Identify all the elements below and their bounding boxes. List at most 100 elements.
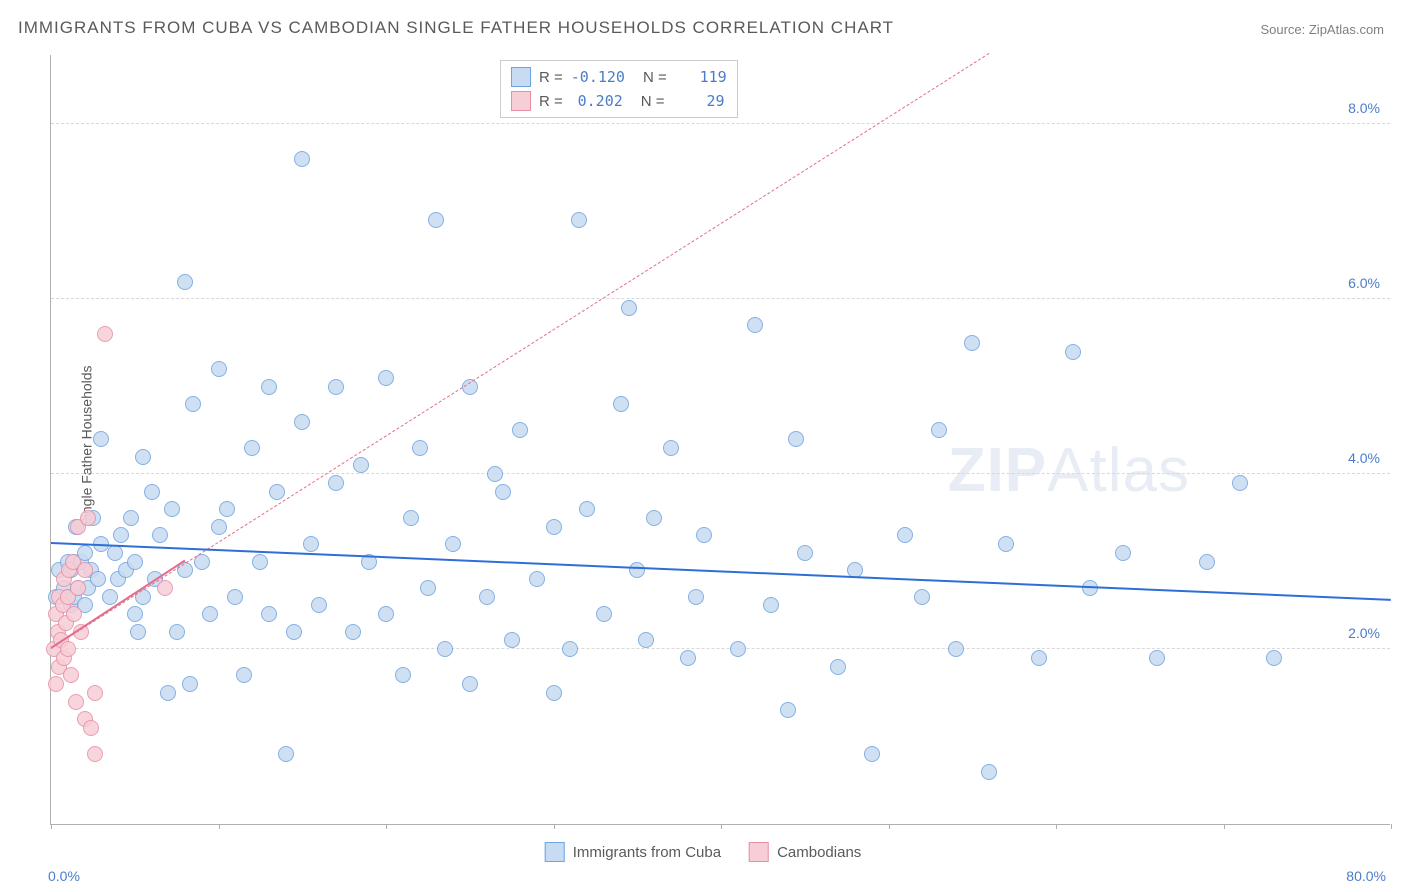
x-tick — [219, 824, 220, 829]
data-point — [345, 624, 361, 640]
data-point — [931, 422, 947, 438]
data-point — [328, 379, 344, 395]
trend-line — [51, 542, 1391, 601]
series-legend: Immigrants from Cuba Cambodians — [545, 842, 862, 862]
y-tick-label: 2.0% — [1348, 625, 1380, 641]
legend-label: Cambodians — [777, 844, 861, 861]
data-point — [412, 440, 428, 456]
data-point — [227, 589, 243, 605]
data-point — [261, 606, 277, 622]
data-point — [378, 370, 394, 386]
watermark: ZIPAtlas — [948, 435, 1190, 506]
data-point — [286, 624, 302, 640]
legend-r-label: R = — [539, 93, 563, 110]
data-point — [127, 606, 143, 622]
data-point — [579, 501, 595, 517]
legend-row: R = 0.202 N = 29 — [511, 89, 727, 113]
data-point — [897, 527, 913, 543]
data-point — [747, 317, 763, 333]
data-point — [638, 632, 654, 648]
data-point — [152, 527, 168, 543]
data-point — [68, 694, 84, 710]
legend-item: Cambodians — [749, 842, 861, 862]
legend-swatch — [545, 842, 565, 862]
legend-r-value: 0.202 — [571, 92, 623, 110]
correlation-legend: R =-0.120N =119R =0.202N =29 — [500, 60, 738, 118]
data-point — [157, 580, 173, 596]
data-point — [294, 151, 310, 167]
legend-swatch — [511, 91, 531, 111]
data-point — [160, 685, 176, 701]
x-tick — [51, 824, 52, 829]
data-point — [48, 676, 64, 692]
data-point — [621, 300, 637, 316]
data-point — [395, 667, 411, 683]
x-tick — [1056, 824, 1057, 829]
data-point — [964, 335, 980, 351]
gridline — [51, 473, 1390, 474]
data-point — [135, 449, 151, 465]
data-point — [546, 519, 562, 535]
x-tick — [386, 824, 387, 829]
data-point — [981, 764, 997, 780]
data-point — [1199, 554, 1215, 570]
legend-label: Immigrants from Cuba — [573, 844, 721, 861]
data-point — [169, 624, 185, 640]
data-point — [830, 659, 846, 675]
data-point — [211, 361, 227, 377]
data-point — [680, 650, 696, 666]
legend-n-value: 29 — [673, 92, 725, 110]
legend-swatch — [749, 842, 769, 862]
data-point — [261, 379, 277, 395]
data-point — [646, 510, 662, 526]
data-point — [546, 685, 562, 701]
data-point — [1149, 650, 1165, 666]
data-point — [688, 589, 704, 605]
data-point — [479, 589, 495, 605]
data-point — [97, 326, 113, 342]
data-point — [596, 606, 612, 622]
data-point — [182, 676, 198, 692]
data-point — [495, 484, 511, 500]
data-point — [278, 746, 294, 762]
plot-area: ZIPAtlas 2.0%4.0%6.0%8.0% — [50, 55, 1390, 825]
gridline — [51, 298, 1390, 299]
data-point — [663, 440, 679, 456]
gridline — [51, 123, 1390, 124]
data-point — [780, 702, 796, 718]
data-point — [328, 475, 344, 491]
data-point — [914, 589, 930, 605]
legend-swatch — [511, 67, 531, 87]
data-point — [797, 545, 813, 561]
data-point — [127, 554, 143, 570]
data-point — [144, 484, 160, 500]
data-point — [211, 519, 227, 535]
data-point — [303, 536, 319, 552]
data-point — [437, 641, 453, 657]
data-point — [244, 440, 260, 456]
data-point — [378, 606, 394, 622]
data-point — [87, 746, 103, 762]
x-tick — [1224, 824, 1225, 829]
data-point — [353, 457, 369, 473]
data-point — [462, 676, 478, 692]
legend-item: Immigrants from Cuba — [545, 842, 721, 862]
data-point — [219, 501, 235, 517]
data-point — [80, 510, 96, 526]
data-point — [164, 501, 180, 517]
y-tick-label: 6.0% — [1348, 275, 1380, 291]
data-point — [177, 274, 193, 290]
data-point — [428, 212, 444, 228]
data-point — [864, 746, 880, 762]
data-point — [562, 641, 578, 657]
data-point — [252, 554, 268, 570]
data-point — [487, 466, 503, 482]
data-point — [107, 545, 123, 561]
data-point — [269, 484, 285, 500]
data-point — [1266, 650, 1282, 666]
y-tick-label: 4.0% — [1348, 450, 1380, 466]
data-point — [87, 685, 103, 701]
x-tick — [889, 824, 890, 829]
legend-n-label: N = — [641, 93, 665, 110]
x-tick — [721, 824, 722, 829]
